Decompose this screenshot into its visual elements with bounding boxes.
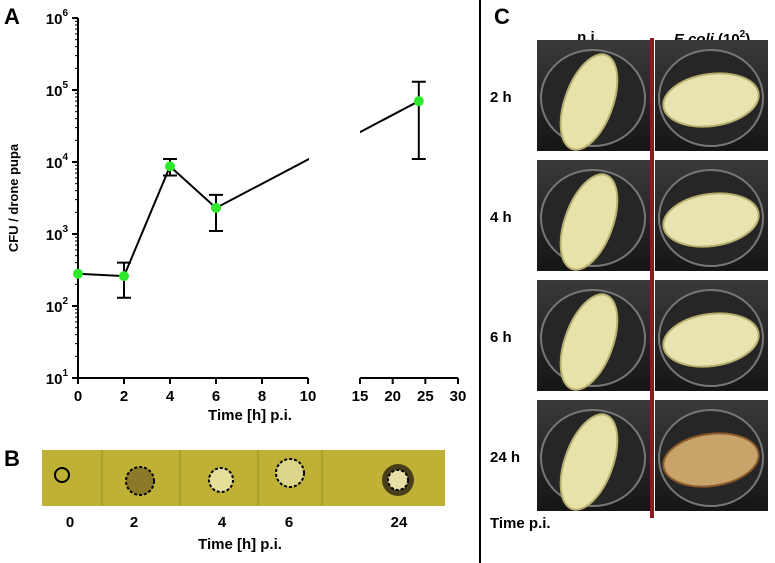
row-label: 24 h: [490, 449, 520, 466]
y-tick-label: 103: [46, 224, 69, 244]
y-tick-power: 2: [62, 296, 68, 307]
row-label: 6 h: [490, 329, 512, 346]
panel-label: C: [494, 4, 510, 29]
y-tick-base: 10: [46, 11, 63, 28]
panel-label: A: [4, 4, 20, 29]
data-point: [119, 271, 129, 282]
pupa: [662, 72, 760, 128]
time-label: 6: [285, 514, 293, 531]
plate-strip: [42, 450, 445, 506]
x-tick-label: 20: [384, 388, 401, 405]
y-tick-power: 3: [62, 224, 68, 235]
x-tick-label: 6: [212, 388, 220, 405]
data-line: [77, 100, 420, 278]
y-tick-label: 106: [46, 8, 69, 28]
x-tick-label: 2: [120, 388, 128, 405]
error-bar: [411, 80, 426, 161]
y-tick-base: 10: [46, 155, 63, 172]
data-point: [413, 96, 424, 107]
data-point: [165, 161, 175, 172]
x-tick-label: 15: [352, 388, 369, 405]
pupa: [559, 413, 619, 511]
pupa: [559, 53, 619, 151]
x-tick-label: 0: [74, 388, 82, 405]
y-tick-base: 10: [46, 83, 63, 100]
x-axis-label: Time p.i.: [490, 515, 551, 532]
dose-close: ): [745, 31, 750, 48]
time-label: 0: [66, 514, 74, 531]
y-tick-base: 10: [46, 299, 63, 316]
y-tick-power: 5: [62, 80, 68, 91]
row-label: 4 h: [490, 209, 512, 226]
panel-label: B: [4, 446, 20, 471]
y-tick-power: 1: [62, 368, 68, 379]
x-axis-label: Time [h] p.i.: [208, 407, 292, 424]
row-label: 2 h: [490, 89, 512, 106]
x-tick-label: 30: [450, 388, 467, 405]
pupa: [559, 293, 619, 391]
pupa: [662, 192, 760, 248]
y-axis-label: CFU / drone pupa: [6, 143, 21, 252]
dose-exponent: 2: [740, 29, 746, 40]
time-label: 2: [130, 514, 138, 531]
y-tick-base: 10: [46, 371, 63, 388]
data-point: [211, 202, 221, 213]
x-tick-label: 10: [300, 388, 317, 405]
y-tick-label: 105: [46, 80, 69, 100]
y-tick-power: 6: [62, 8, 68, 19]
x-axis-label: Time [h] p.i.: [198, 536, 282, 553]
x-tick-label: 8: [258, 388, 266, 405]
pupa: [662, 432, 760, 488]
y-tick-label: 104: [46, 152, 69, 172]
pupa: [662, 312, 760, 368]
x-tick-label: 4: [166, 388, 175, 405]
pupa: [559, 173, 619, 271]
y-tick-label: 101: [46, 368, 69, 388]
x-tick-label: 25: [417, 388, 434, 405]
data-point: [73, 268, 83, 279]
time-label: 4: [218, 514, 227, 531]
y-tick-label: 102: [46, 296, 69, 316]
time-label: 24: [391, 514, 408, 531]
y-tick-power: 4: [62, 152, 68, 163]
y-tick-base: 10: [46, 227, 63, 244]
